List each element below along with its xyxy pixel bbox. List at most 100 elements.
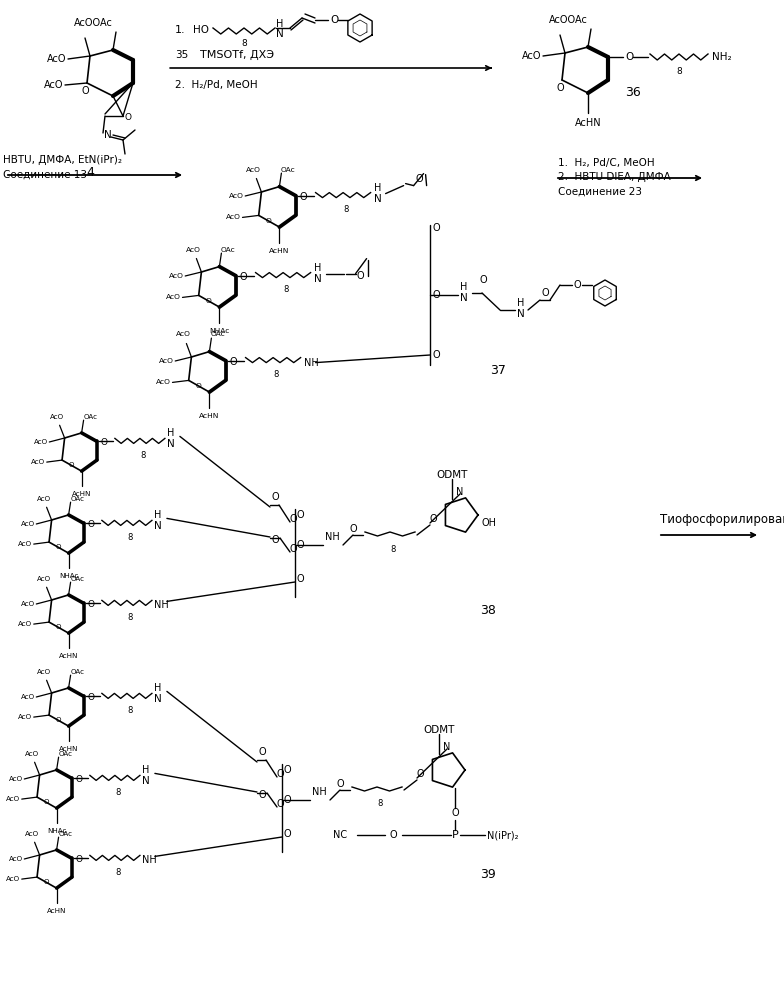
Text: 2.  HBTU DIEA, ДМФА: 2. HBTU DIEA, ДМФА (558, 172, 671, 182)
Text: N(iPr)₂: N(iPr)₂ (487, 830, 518, 840)
Text: N: N (314, 274, 321, 284)
Text: 39: 39 (480, 868, 495, 881)
Text: O: O (206, 298, 212, 304)
Text: NH: NH (325, 532, 339, 542)
Text: AcO: AcO (18, 621, 32, 627)
Text: O: O (433, 223, 441, 233)
Text: AcO: AcO (37, 575, 51, 581)
Text: OAc: OAc (71, 575, 85, 581)
Text: AcOOAc: AcOOAc (74, 18, 112, 28)
Text: AcO: AcO (18, 714, 32, 720)
Text: O: O (55, 544, 60, 550)
Text: O: O (284, 829, 292, 839)
Text: O: O (417, 769, 425, 779)
Text: H: H (142, 765, 149, 775)
Text: HO: HO (193, 25, 209, 35)
Text: O: O (330, 15, 338, 25)
Text: O: O (433, 350, 441, 360)
Text: O: O (574, 280, 582, 290)
Text: AcO: AcO (228, 193, 243, 199)
Text: NH: NH (142, 855, 157, 865)
Text: AcO: AcO (43, 80, 63, 90)
Text: NH: NH (154, 600, 169, 610)
Text: 8: 8 (390, 544, 395, 553)
Text: O: O (55, 717, 60, 723)
Text: NH: NH (303, 358, 318, 368)
Text: AcO: AcO (18, 541, 32, 547)
Text: 2.  H₂/Pd, MeOH: 2. H₂/Pd, MeOH (175, 80, 258, 90)
Text: 35: 35 (175, 50, 188, 60)
Text: AcO: AcO (158, 358, 173, 364)
Text: AcO: AcO (31, 460, 45, 466)
Text: NC: NC (333, 830, 347, 840)
Text: O: O (433, 290, 441, 300)
Text: AcO: AcO (37, 668, 51, 674)
Text: AcO: AcO (9, 856, 23, 862)
Text: O: O (299, 192, 307, 202)
Text: 8: 8 (127, 706, 132, 715)
Text: O: O (76, 775, 83, 784)
Text: 8: 8 (140, 451, 145, 460)
Text: O: O (350, 524, 358, 534)
Text: O: O (43, 799, 49, 805)
Text: H: H (154, 683, 162, 693)
Text: O: O (88, 693, 95, 702)
Text: O: O (272, 492, 280, 502)
Text: O: O (55, 624, 60, 630)
Text: TMSOTf, ДХЭ: TMSOTf, ДХЭ (200, 50, 274, 60)
Text: O: O (82, 86, 89, 96)
Text: AcO: AcO (6, 876, 20, 882)
Text: AcO: AcO (226, 215, 241, 221)
Text: H: H (276, 19, 283, 29)
Text: AcO: AcO (521, 51, 541, 61)
Text: O: O (240, 272, 247, 282)
Text: H: H (374, 183, 381, 193)
Text: H: H (167, 429, 174, 439)
Text: ODMT: ODMT (423, 725, 455, 735)
Text: 8: 8 (377, 799, 383, 808)
Text: N: N (154, 694, 162, 704)
Text: O: O (196, 383, 201, 389)
Text: OAc: OAc (59, 751, 73, 757)
Text: AcO: AcO (25, 831, 39, 837)
Text: O: O (272, 535, 280, 545)
Text: OAc: OAc (59, 831, 73, 837)
Text: N: N (154, 521, 162, 531)
Text: AcHN: AcHN (575, 118, 601, 128)
Text: O: O (337, 779, 345, 789)
Text: O: O (230, 357, 238, 367)
Text: H: H (460, 282, 467, 292)
Text: OAc: OAc (221, 247, 236, 253)
Text: N: N (276, 29, 284, 39)
Text: O: O (416, 174, 423, 184)
Text: 8: 8 (274, 370, 279, 379)
Text: AcO: AcO (50, 414, 64, 420)
Text: O: O (556, 83, 564, 93)
Text: AcO: AcO (176, 332, 191, 338)
Text: O: O (290, 544, 298, 554)
Text: N: N (142, 776, 150, 786)
Text: O: O (88, 600, 95, 609)
Text: 8: 8 (115, 868, 120, 877)
Text: O: O (430, 514, 437, 524)
Text: 8: 8 (343, 205, 349, 214)
Text: AcO: AcO (246, 167, 261, 173)
Text: AcO: AcO (156, 380, 171, 386)
Text: N: N (460, 293, 468, 303)
Text: AcO: AcO (166, 295, 180, 301)
Text: O: O (480, 275, 488, 285)
Text: O: O (297, 510, 305, 520)
Text: AcO: AcO (25, 751, 39, 757)
Text: N: N (374, 194, 381, 204)
Text: H: H (517, 298, 524, 308)
Text: H: H (314, 263, 321, 273)
Text: 8: 8 (241, 39, 247, 48)
Text: O: O (266, 218, 272, 224)
Text: N: N (517, 309, 524, 319)
Text: O: O (259, 747, 267, 757)
Text: NHAc: NHAc (209, 329, 230, 335)
Text: N: N (456, 487, 463, 497)
Text: NH₂: NH₂ (712, 52, 731, 62)
Text: N: N (104, 130, 112, 140)
Text: 1.  H₂, Pd/C, MeOH: 1. H₂, Pd/C, MeOH (558, 158, 655, 168)
